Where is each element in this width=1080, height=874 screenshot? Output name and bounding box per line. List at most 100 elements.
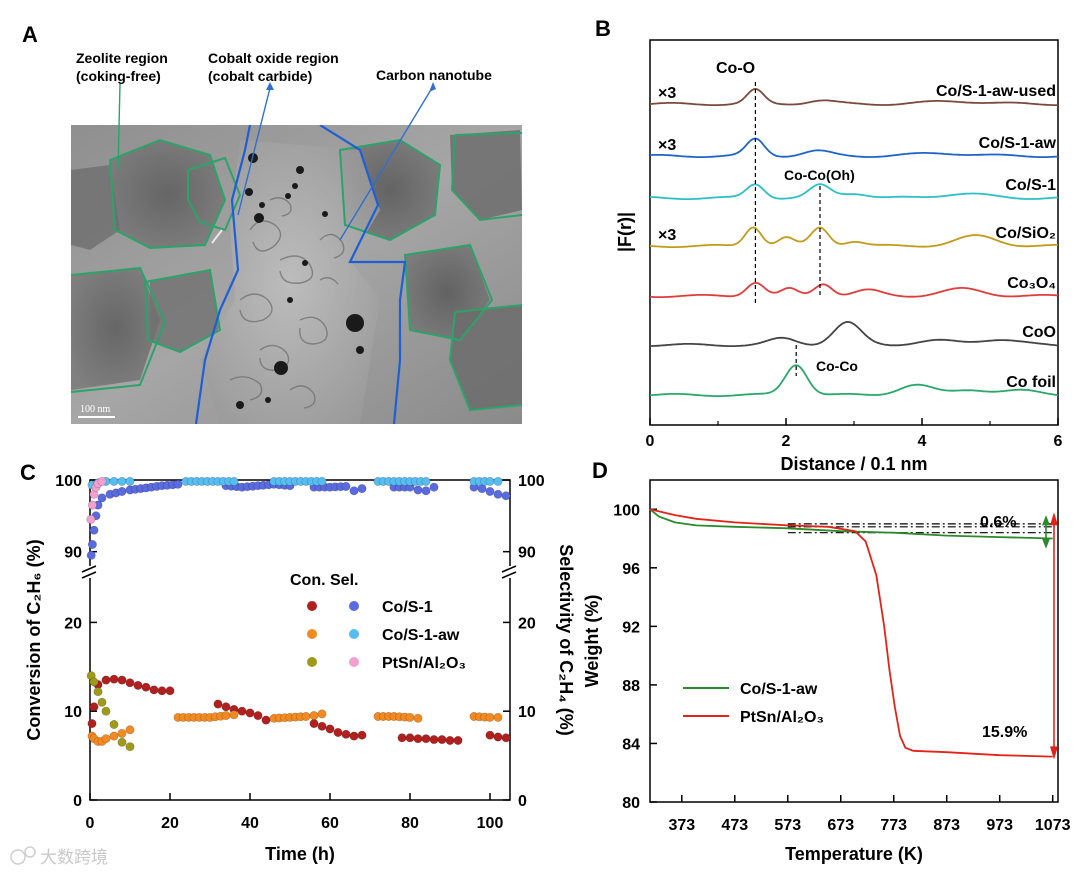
d-x-tick-label: 873: [933, 817, 960, 834]
d-y-tick-label: 100: [613, 502, 640, 519]
d-x-tick-label: 473: [721, 817, 748, 834]
panel-d-x-label: Temperature (K): [785, 844, 923, 864]
c-point-co-s-1-aw-con: [485, 712, 495, 722]
c-point-co-s-1-con: [317, 721, 327, 731]
d-arrow-0-6-head-up: [1042, 515, 1050, 526]
d-x-tick-label: 973: [986, 817, 1013, 834]
c-point-co-s-1-con: [333, 727, 343, 737]
scale-bar-label: 100 nm: [80, 404, 111, 415]
annotation-0-6-percent: 0.6%: [980, 514, 1016, 531]
c-point-co-s-1-aw-sel: [493, 476, 503, 486]
panel-label-c: C: [20, 460, 36, 485]
b-curve-co-sio: [649, 226, 1058, 248]
c-point-ptsn-al-o-sel: [86, 514, 96, 524]
c-point-co-s-1-con: [349, 731, 359, 741]
d-arrow-15-9-head-down: [1050, 746, 1058, 760]
d-x-tick-label: 573: [774, 817, 801, 834]
c-point-co-s-1-sel: [117, 486, 127, 496]
c-point-co-s-1-aw-sel: [109, 476, 119, 486]
c-point-ptsn-al-o-con: [101, 706, 111, 716]
c-point-co-s-1-aw-con: [301, 711, 311, 721]
c-point-co-s-1-sel: [429, 482, 439, 492]
c-point-co-s-1-con: [141, 682, 151, 692]
d-y-tick-label: 80: [622, 795, 640, 812]
c-point-co-s-1-con: [165, 686, 175, 696]
c-point-co-s-1-aw-con: [229, 710, 239, 720]
panel-d-ticks: 373 473 573 673 773 873 973 1073 80 84 88 92 96 100: [613, 502, 1070, 834]
c-y-right-tick-label: 100: [518, 473, 545, 490]
b-x-tick-label: 6: [1054, 433, 1063, 450]
legend-header: Con. Sel.: [290, 572, 358, 589]
d-x-tick-label: 673: [827, 817, 854, 834]
d-y-tick-label: 84: [622, 736, 640, 753]
panel-b-dashed-lines: [754, 82, 821, 376]
c-point-ptsn-al-o-con: [93, 687, 103, 697]
c-point-co-s-1-con: [501, 733, 511, 743]
c-point-co-s-1-con: [429, 735, 439, 745]
c-point-co-s-1-sel: [493, 489, 503, 499]
b-x-tick-label: 4: [918, 433, 927, 450]
panel-label-d: D: [592, 458, 608, 483]
c-point-co-s-1-aw-sel: [125, 476, 135, 486]
legend-label-co-s1-aw: Co/S-1-aw: [382, 627, 460, 644]
panel-d-frame: [649, 479, 1059, 803]
c-y-tick-label: 20: [64, 615, 82, 632]
annotation-zeolite-line1: Zeolite region: [76, 50, 168, 66]
panel-d-arrows: [1042, 512, 1058, 760]
panel-b-x-ticks: 0 2 4 6: [646, 418, 1063, 450]
c-point-co-s-1-aw-con: [109, 731, 119, 741]
c-point-co-s-1-sel: [349, 486, 359, 496]
legend-marker-con: [307, 601, 317, 611]
b-curve-label-co-s-1-aw-used: Co/S-1-aw-used: [936, 83, 1056, 100]
b-x-tick-label: 2: [782, 433, 791, 450]
c-point-co-s-1-sel: [413, 485, 423, 495]
panel-label-a: A: [22, 22, 38, 47]
c-y-right-tick-label: 0: [518, 793, 527, 810]
c-point-co-s-1-con: [101, 675, 111, 685]
c-x-tick-label: 20: [161, 815, 179, 832]
c-point-co-s-1-aw-sel: [117, 476, 127, 486]
c-point-co-s-1-aw-sel: [317, 476, 327, 486]
annotation-nanotube: Carbon nanotube: [376, 67, 492, 83]
b-curve-co-o: [649, 281, 1059, 298]
panel-b-y-label: |F(r)|: [615, 212, 635, 252]
d-x-tick-label: 373: [668, 817, 695, 834]
legend-markers: [307, 601, 359, 667]
zeolite-crystal: [150, 270, 220, 352]
c-point-ptsn-al-o-con: [97, 697, 107, 707]
c-point-co-s-1-aw-con: [221, 711, 231, 721]
panel-b-x-label: Distance / 0.1 nm: [780, 454, 927, 474]
c-point-co-s-1-aw-sel: [485, 476, 495, 486]
c-y-right-tick-label: 10: [518, 704, 536, 721]
annotation-cobalt-line2: (cobalt carbide): [208, 68, 312, 84]
legend-label-ptsn-d: PtSn/Al₂O₃: [740, 709, 824, 726]
d-y-tick-label: 96: [622, 561, 640, 578]
legend-marker-sel: [349, 601, 359, 611]
panel-a-tem: 100 nm Zeolite region (coking-free) Coba…: [71, 50, 522, 424]
c-point-ptsn-al-o-con: [125, 742, 135, 752]
zeolite-crystal: [71, 165, 120, 250]
legend-marker-sel: [349, 657, 359, 667]
annotation-co-o: Co-O: [716, 60, 755, 77]
d-x-tick-label: 773: [880, 817, 907, 834]
watermark-logo-icon: [24, 846, 36, 858]
legend-marker-con: [307, 657, 317, 667]
b-curve-label-coo: CoO: [1022, 324, 1056, 341]
watermark-text: 大数跨境: [40, 848, 108, 868]
c-x-tick-label: 60: [321, 815, 339, 832]
c-point-ptsn-al-o-sel: [87, 500, 97, 510]
cobalt-arrowhead: [266, 82, 274, 90]
c-point-co-s-1-sel: [173, 479, 183, 489]
c-y-tick-label: 100: [55, 473, 82, 490]
d-y-tick-label: 88: [622, 678, 640, 695]
c-point-co-s-1-aw-con: [493, 712, 503, 722]
c-point-co-s-1-con: [133, 680, 143, 690]
c-point-co-s-1-aw-con: [413, 713, 423, 723]
c-point-co-s-1-con: [309, 719, 319, 729]
c-point-co-s-1-sel: [421, 486, 431, 496]
nanotube-arrowhead: [429, 82, 436, 92]
annotation-co-co-oh: Co-Co(Oh): [784, 167, 855, 183]
